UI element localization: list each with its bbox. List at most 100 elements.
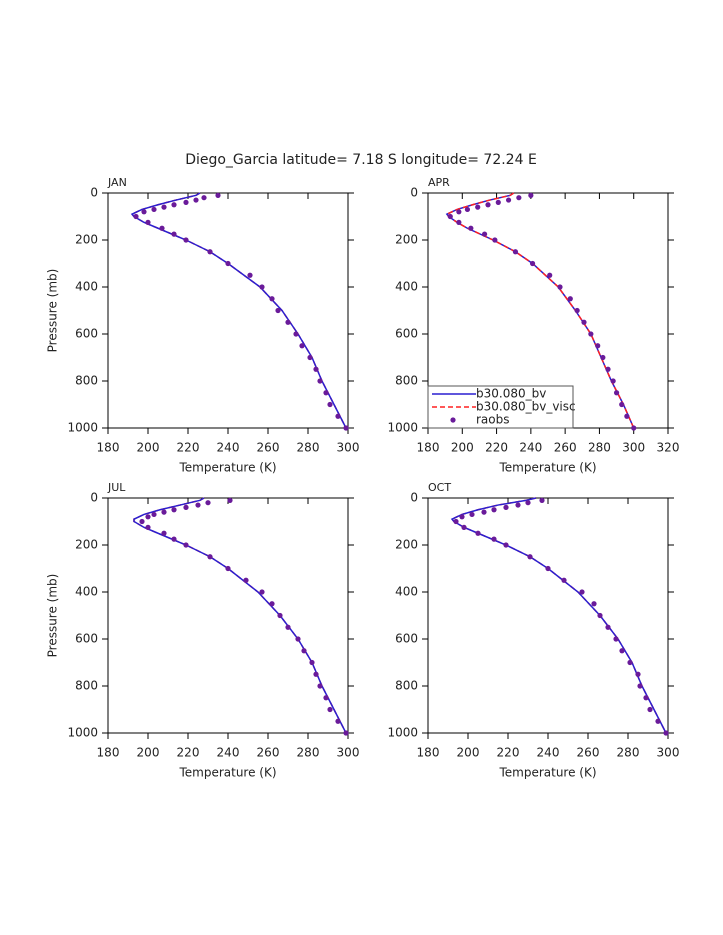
raob-point [171,536,177,542]
raob-point [613,390,620,396]
raob-point [225,260,231,267]
raob-point [503,504,509,510]
raob-point [635,671,641,677]
x-tick-label: 280 [617,746,640,760]
x-tick-label: 300 [337,746,360,760]
panel: JAN Temperature (K) Pressure (mb) 180 200 220… [46,176,360,475]
raob-point [631,425,637,431]
raob-point [595,343,601,349]
raob-point [259,284,265,290]
y-tick-label: 800 [75,679,98,693]
raob-point [597,612,603,619]
x-tick-label: 240 [217,746,240,760]
raob-point [227,497,233,503]
y-tick-label: 400 [75,280,98,294]
y-tick-label: 0 [90,491,98,505]
raob-point [201,195,207,201]
x-tick-label: 200 [137,441,160,455]
raob-point [655,718,661,724]
raob-point [491,536,497,542]
raob-point [579,589,585,595]
y-tick-label: 0 [410,186,418,200]
x-tick-label: 320 [657,441,680,455]
raob-point [161,509,167,515]
raob-point [581,319,587,325]
panel-title: APR [428,176,450,189]
y-tick-label: 400 [395,585,418,599]
panel: OCT Temperature (K) 180 200 220 240 260 280 300 0… [387,481,679,780]
raob-point [145,219,151,225]
y-tick-label: 800 [395,679,418,693]
raob-point [529,260,536,267]
raob-point [151,206,157,213]
raob-point [588,331,594,337]
raob-point [327,401,333,408]
raob-point [547,272,553,278]
x-axis-label: Temperature (K) [178,766,276,780]
raob-point [600,354,606,361]
raob-point [637,683,643,689]
raob-point [624,413,630,419]
raob-point [459,514,465,520]
raob-point [605,366,611,372]
plot-frame [107,497,349,734]
raob-point [145,514,151,520]
y-tick-label: 1000 [387,421,418,435]
raob-point [327,706,333,713]
raob-point [456,209,462,215]
plot-frame [427,497,669,734]
raob-point [343,730,349,736]
raob-point [145,524,151,530]
y-tick-label: 1000 [67,726,98,740]
raob-point [317,683,323,689]
panel: APR Temperature (K) 180 200 220 240 260 280 300 3… [387,176,679,475]
raob-point [619,401,625,408]
legend-label: b30.080_bv [476,387,546,401]
raob-point [491,507,497,513]
y-tick-label: 400 [395,280,418,294]
raob-point [183,542,189,548]
raob-point [133,213,139,220]
x-tick-label: 180 [417,441,440,455]
raob-point [495,199,501,205]
x-tick-label: 280 [297,746,320,760]
raob-point [643,695,649,701]
x-tick-label: 240 [537,746,560,760]
raob-point [159,225,165,231]
x-tick-label: 200 [451,441,474,455]
model-line [450,497,667,734]
raob-point [525,500,531,506]
x-axis-label: Temperature (K) [498,766,596,780]
raob-point [195,502,201,508]
raob-point [557,284,563,290]
raob-point [269,296,275,302]
raob-point [301,648,307,654]
raob-point [299,343,305,349]
x-tick-label: 240 [519,441,542,455]
raob-point [503,542,509,548]
raob-point [663,730,669,736]
raob-point [193,197,199,203]
figure-title: Diego_Garcia latitude= 7.18 S longitude=… [185,152,537,168]
raob-point [610,378,616,384]
raob-point [516,195,522,201]
raob-point [567,296,573,302]
y-tick-label: 1000 [67,421,98,435]
y-axis-label: Pressure (mb) [46,574,60,658]
x-tick-label: 300 [622,441,645,455]
raob-point [313,671,319,677]
raob-point [453,518,459,525]
x-tick-label: 180 [97,746,120,760]
y-tick-label: 800 [395,374,418,388]
raob-point [343,425,349,431]
raob-point [447,213,453,220]
raob-point [464,206,471,213]
y-tick-label: 0 [90,186,98,200]
y-tick-label: 200 [75,233,98,247]
raob-point [285,624,291,630]
x-tick-label: 220 [177,746,200,760]
raob-point [456,219,462,225]
raob-point [335,718,341,724]
raob-point [295,636,301,642]
